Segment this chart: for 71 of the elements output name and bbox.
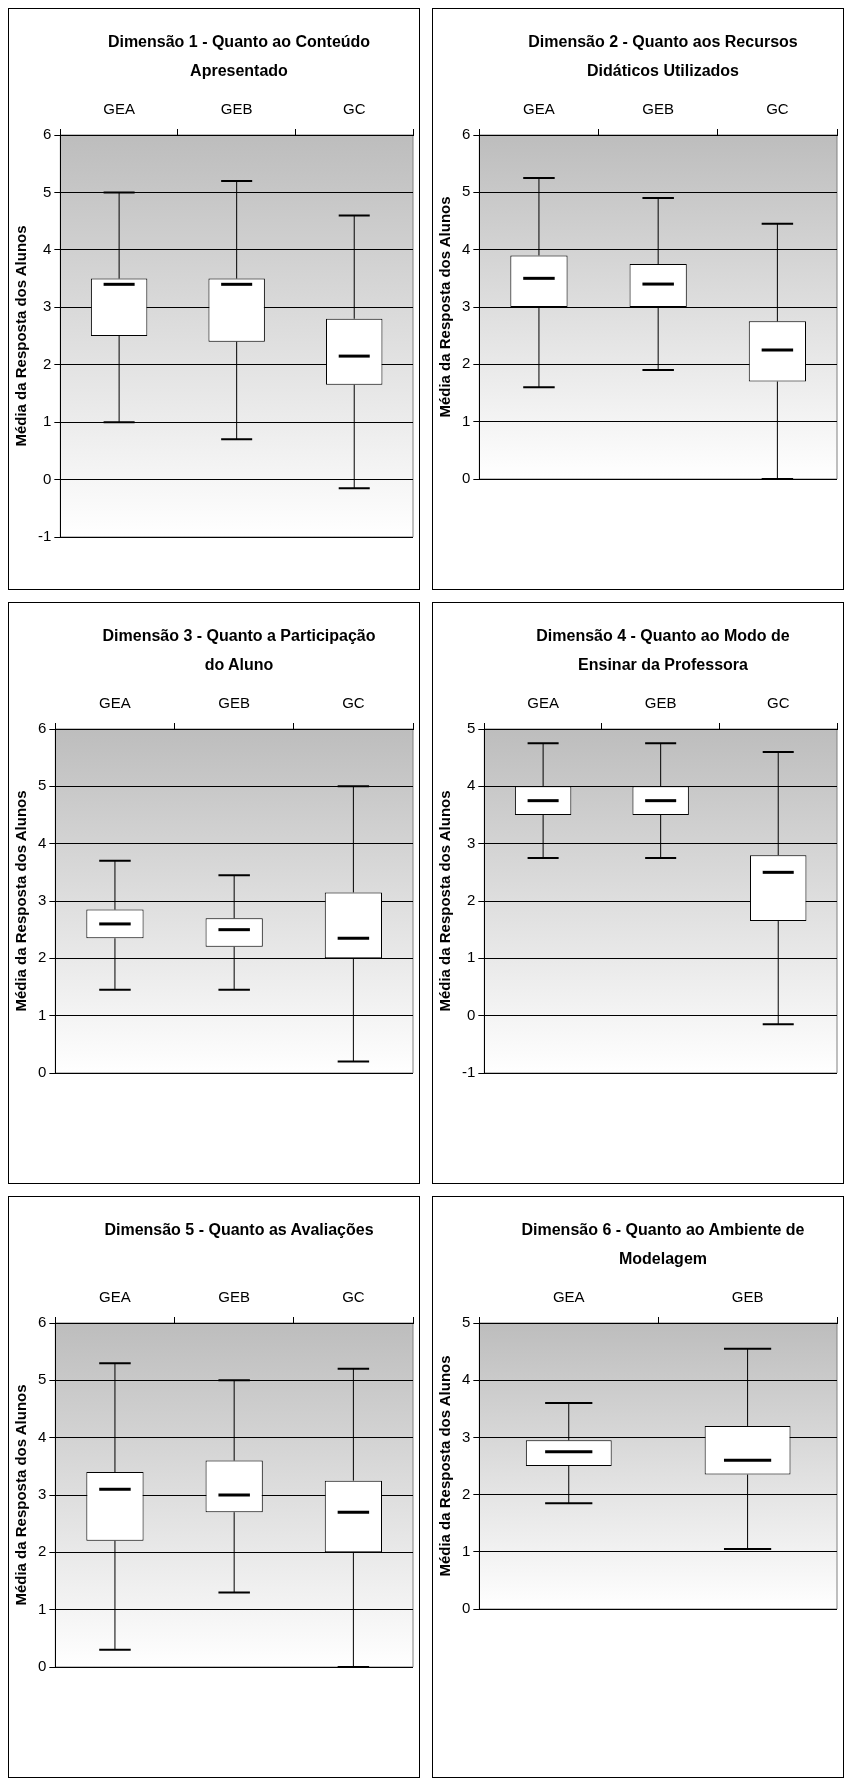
chart-title: Dimensão 2 - Quanto aos Recursos Didáticos Utilizados bbox=[527, 32, 799, 81]
y-tick-label: 4 bbox=[38, 833, 47, 851]
y-axis-title: Média da Resposta dos Alunos bbox=[12, 225, 30, 447]
y-tick-label: 4 bbox=[462, 239, 471, 257]
y-tick-label: 1 bbox=[462, 1541, 471, 1559]
y-tick-label: 1 bbox=[42, 412, 52, 430]
y-axis-title: Média da Resposta dos Alunos bbox=[12, 1384, 30, 1606]
x-tick-label: GC bbox=[342, 694, 365, 712]
x-tick-label: GEB bbox=[731, 1288, 764, 1306]
chart-title: Dimensão 5 - Quanto as Avaliações bbox=[103, 1220, 375, 1240]
x-tick-label: GEB bbox=[642, 100, 675, 118]
x-tick-label: GEA bbox=[103, 100, 135, 118]
y-tick-label: 0 bbox=[466, 1005, 476, 1023]
y-tick-label: 1 bbox=[462, 411, 471, 429]
chart-title: Dimensão 6 - Quanto ao Ambiente de Modelagem bbox=[520, 1220, 806, 1269]
y-tick-label: 5 bbox=[466, 719, 476, 737]
y-tick-label: 5 bbox=[38, 776, 47, 794]
x-tick-label: GEB bbox=[218, 1288, 251, 1306]
y-tick-label: 4 bbox=[466, 776, 476, 794]
y-tick-label: 2 bbox=[42, 354, 52, 372]
chart-title: Dimensão 3 - Quanto a Participação do Aluno bbox=[101, 626, 377, 675]
y-tick-label: 4 bbox=[462, 1370, 471, 1388]
y-tick-label: 0 bbox=[38, 1657, 47, 1675]
y-tick-label: 3 bbox=[38, 891, 47, 909]
x-tick-label: GEA bbox=[523, 100, 555, 118]
y-tick-label: 3 bbox=[462, 297, 471, 315]
y-tick-label: 3 bbox=[462, 1427, 471, 1445]
x-tick-label: GEA bbox=[552, 1288, 585, 1306]
y-tick-label: 1 bbox=[466, 948, 476, 966]
y-tick-label: 3 bbox=[42, 297, 52, 315]
y-tick-label: 2 bbox=[462, 1484, 471, 1502]
y-axis-title: Média da Resposta dos Alunos bbox=[12, 790, 30, 1012]
chart-title: Dimensão 4 - Quanto ao Modo de Ensinar da Professora bbox=[535, 626, 791, 675]
x-tick-label: GC bbox=[342, 100, 366, 118]
y-tick-label: 0 bbox=[42, 469, 52, 487]
y-tick-label: 3 bbox=[466, 833, 476, 851]
x-tick-label: GEA bbox=[99, 1288, 131, 1306]
y-tick-label: 0 bbox=[38, 1063, 47, 1081]
y-tick-label: 3 bbox=[38, 1485, 47, 1503]
x-tick-label: GC bbox=[342, 1288, 365, 1306]
x-tick-label: GEB bbox=[220, 100, 253, 118]
x-tick-label: GC bbox=[766, 694, 790, 712]
y-axis-title: Média da Resposta dos Alunos bbox=[436, 790, 454, 1012]
x-tick-label: GC bbox=[766, 100, 789, 118]
y-axis-title: Média da Resposta dos Alunos bbox=[436, 1355, 454, 1577]
y-tick-label: 1 bbox=[38, 1599, 47, 1617]
y-tick-label: 2 bbox=[38, 1542, 47, 1560]
y-tick-label: 2 bbox=[38, 948, 47, 966]
y-tick-label: 6 bbox=[462, 125, 471, 143]
y-tick-label: 5 bbox=[462, 182, 471, 200]
y-tick-label: 6 bbox=[42, 125, 52, 143]
y-tick-label: 5 bbox=[38, 1370, 47, 1388]
y-axis-title: Média da Resposta dos Alunos bbox=[436, 196, 454, 418]
x-tick-label: GEB bbox=[218, 694, 251, 712]
y-tick-label: 4 bbox=[42, 240, 52, 257]
y-tick-label: 2 bbox=[462, 354, 471, 372]
y-tick-label: -1 bbox=[461, 1063, 476, 1081]
chart-title: Dimensão 1 - Quanto ao Conteúdo Apresentado bbox=[106, 32, 372, 81]
y-tick-label: 6 bbox=[38, 1313, 47, 1331]
y-tick-label: 5 bbox=[42, 182, 52, 200]
y-tick-label: 1 bbox=[38, 1005, 47, 1023]
y-tick-label: 2 bbox=[466, 891, 476, 909]
y-tick-label: 0 bbox=[462, 469, 471, 487]
y-tick-label: 5 bbox=[462, 1313, 471, 1331]
y-tick-label: 6 bbox=[38, 719, 47, 737]
x-tick-label: GEA bbox=[527, 694, 559, 712]
y-tick-label: 4 bbox=[38, 1427, 47, 1445]
x-tick-label: GEB bbox=[644, 694, 677, 712]
x-tick-label: GEA bbox=[99, 694, 131, 712]
y-tick-label: -1 bbox=[37, 527, 52, 545]
y-tick-label: 0 bbox=[462, 1599, 471, 1617]
